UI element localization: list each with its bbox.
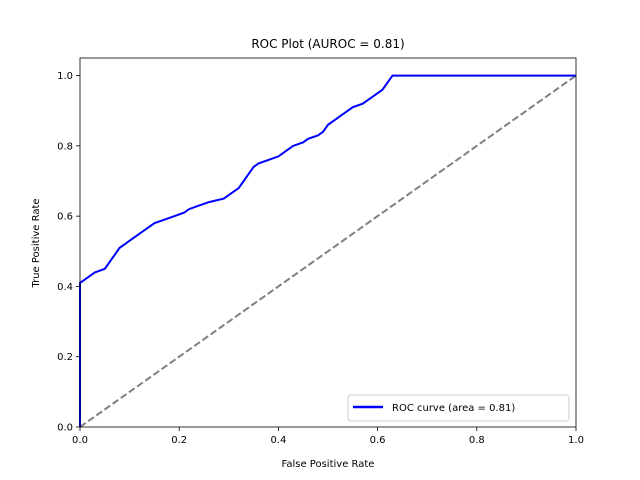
legend-label: ROC curve (area = 0.81)	[392, 403, 515, 414]
x-tick-label: 0.8	[469, 435, 485, 446]
legend-box	[347, 394, 570, 422]
y-tick-label: 0.4	[57, 282, 73, 293]
x-tick-label: 0.4	[270, 435, 286, 446]
x-axis-label: False Positive Rate	[282, 459, 375, 470]
chart-title: ROC Plot (AUROC = 0.81)	[251, 37, 404, 51]
x-tick-label: 0.0	[72, 435, 88, 446]
x-tick-label: 1.0	[568, 435, 584, 446]
chance-diagonal-line	[79, 74, 577, 428]
x-axis-ticks: 0.0 0.2 0.4 0.6 0.8 1.0	[72, 427, 584, 446]
y-axis-label: True Positive Rate	[31, 198, 42, 288]
y-tick-label: 0.2	[57, 352, 73, 363]
x-tick-label: 0.2	[171, 435, 187, 446]
y-tick-label: 1.0	[57, 71, 73, 82]
x-tick-label: 0.6	[370, 435, 386, 446]
y-axis-ticks: 0.0 0.2 0.4 0.6 0.8 1.0	[57, 71, 80, 434]
plot-frame	[79, 57, 577, 428]
roc-curve-line	[79, 74, 576, 427]
legend: ROC curve (area = 0.81)	[347, 394, 570, 422]
plot-area	[79, 74, 577, 428]
y-tick-label: 0.0	[57, 423, 73, 434]
y-tick-label: 0.8	[57, 141, 73, 152]
y-tick-label: 0.6	[57, 212, 73, 223]
